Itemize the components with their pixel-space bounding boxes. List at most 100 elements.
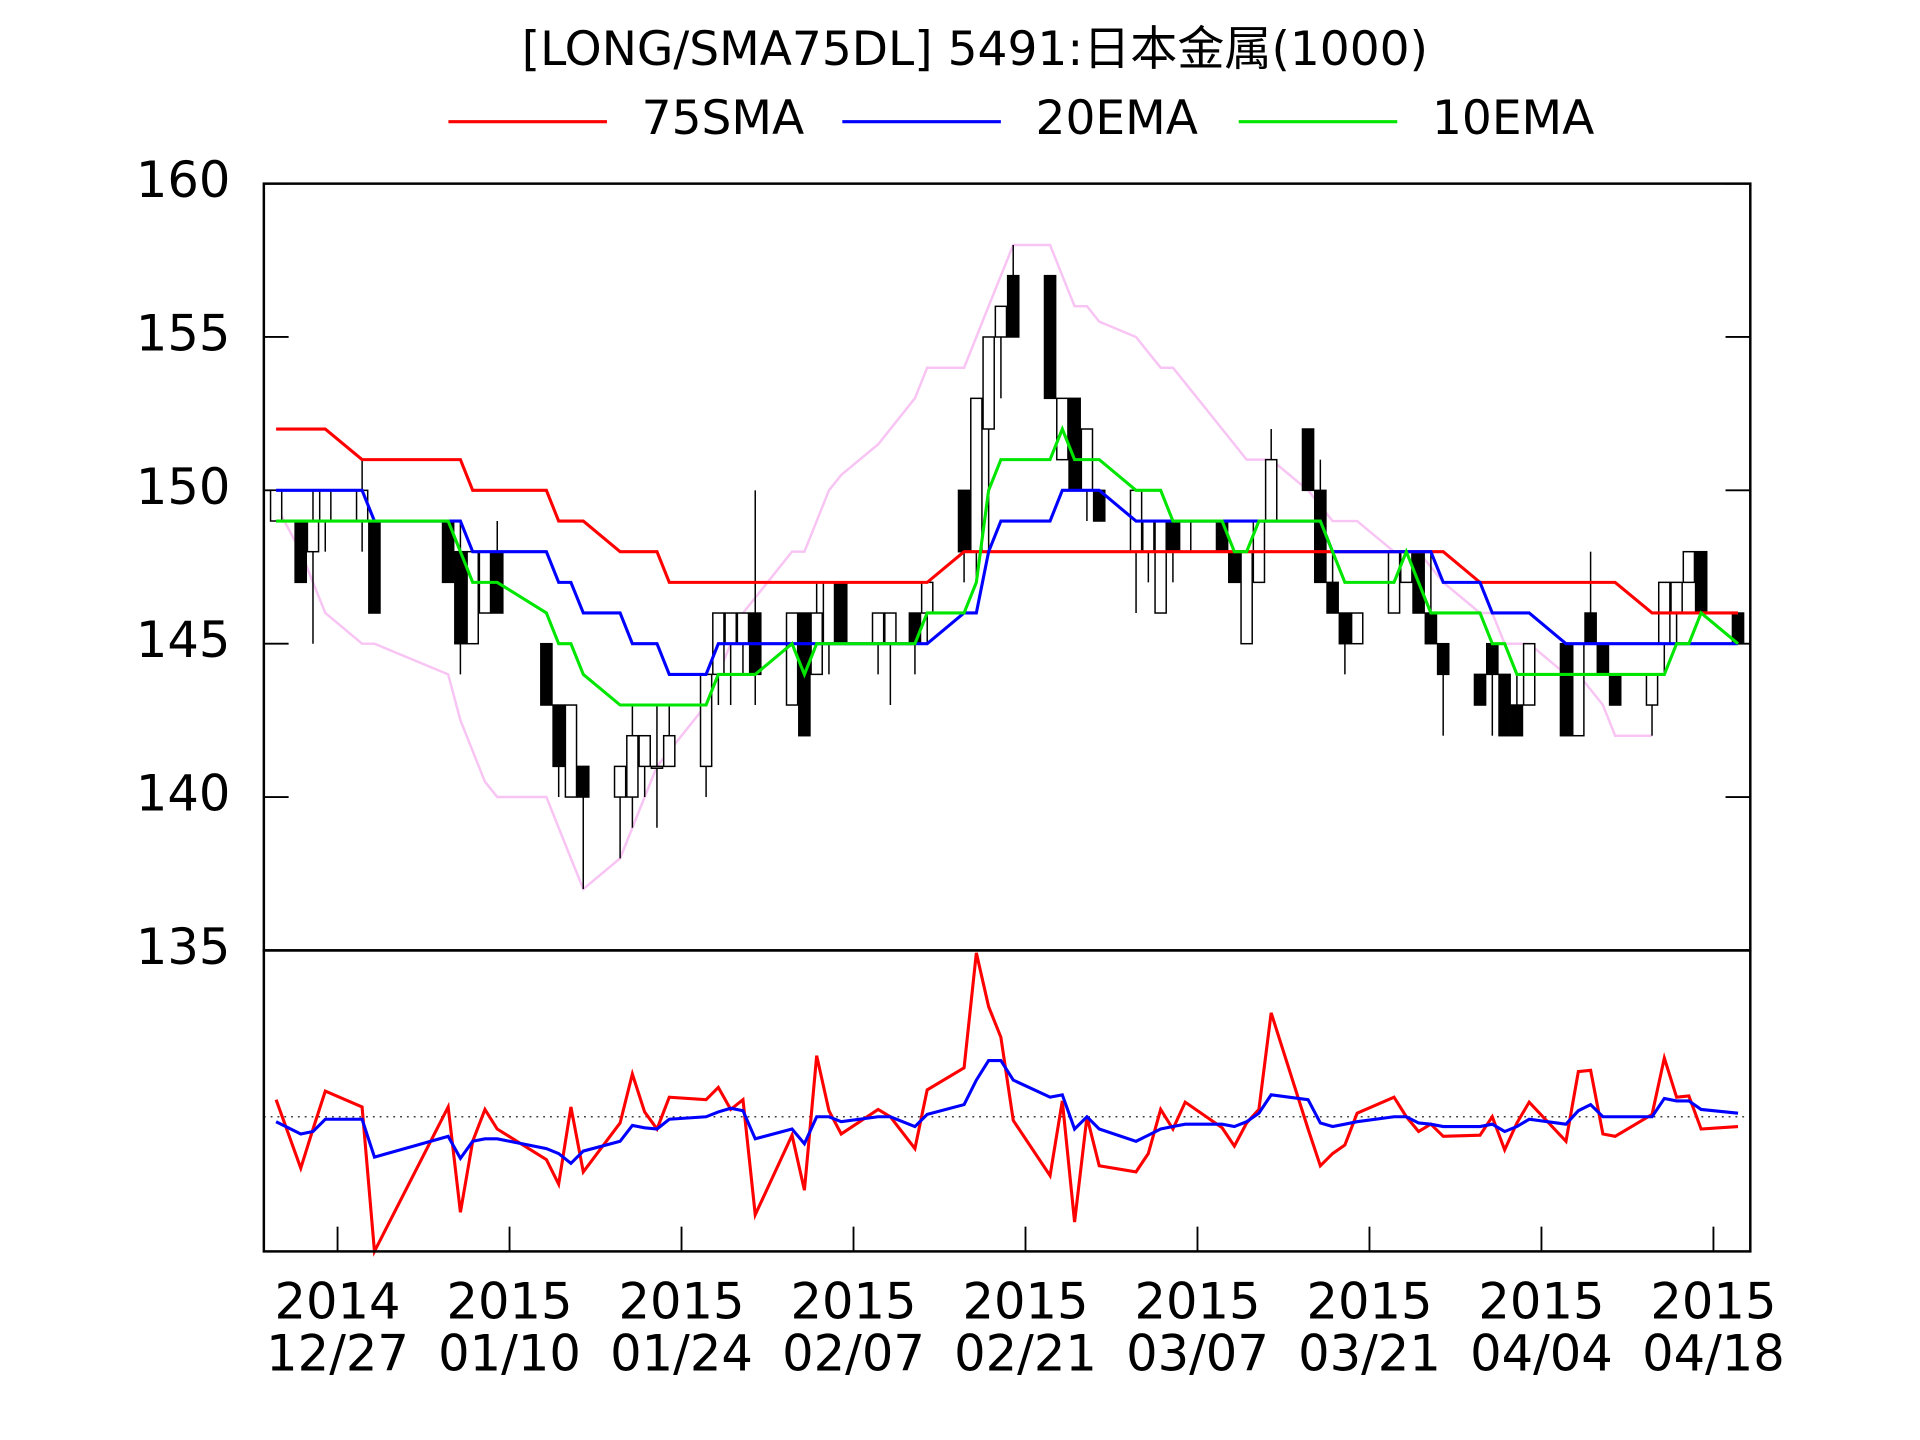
candle-body [1510, 704, 1524, 737]
x-tick-label: 2015 01/24 [610, 1272, 753, 1382]
candle-body [1043, 274, 1057, 400]
candle-body [540, 642, 553, 706]
candle-body [1314, 489, 1327, 584]
x-tick-label-line: 2015 [447, 1272, 573, 1330]
x-tick-label-line: 2015 [1478, 1272, 1604, 1330]
candle-body [294, 520, 308, 584]
candle-body [626, 734, 639, 798]
x-tick-label-line: 12/27 [266, 1324, 409, 1382]
legend-label: 20EMA [1036, 91, 1198, 146]
candle-body [957, 489, 971, 553]
candle-body [1215, 520, 1229, 553]
y-tick-label: 145 [136, 611, 231, 669]
candle-body [785, 612, 799, 706]
candle-body [576, 765, 590, 798]
candle-body [1154, 520, 1167, 614]
candle-body [1178, 520, 1192, 553]
x-tick-label-line: 2015 [1134, 1272, 1260, 1330]
candle-body [552, 704, 565, 768]
x-tick-label-line: 01/24 [610, 1324, 753, 1382]
x-tick-label-line: 2015 [962, 1272, 1088, 1330]
candle-body [970, 397, 983, 553]
candle-body [871, 612, 885, 645]
candle-body [1694, 550, 1708, 614]
candle-body [1166, 520, 1180, 553]
candle-body [1006, 274, 1020, 338]
x-tick-label-line: 01/10 [438, 1324, 581, 1382]
candle-body [1228, 550, 1241, 584]
x-tick-label: 2014 12/27 [266, 1272, 409, 1382]
x-tick-label-line: 2015 [1306, 1272, 1432, 1330]
candle-body [822, 581, 836, 645]
x-tick-label: 2015 02/21 [954, 1272, 1097, 1382]
x-tick-label-line: 04/18 [1642, 1324, 1785, 1382]
candle-body [1068, 397, 1081, 492]
series-line [275, 1058, 1739, 1166]
candle-body [994, 305, 1008, 338]
legend-label: 10EMA [1432, 91, 1594, 146]
candle-body [1326, 581, 1339, 614]
candle-body [1645, 673, 1659, 706]
candle-body [613, 765, 627, 798]
candle-body [1670, 581, 1683, 614]
plot-frame [262, 949, 1752, 1253]
candle-body [368, 520, 381, 614]
y-tick-label: 135 [136, 918, 231, 976]
candle-body [355, 489, 369, 522]
candle-body [736, 612, 750, 645]
candle-body [1473, 673, 1487, 706]
candle-body [1596, 642, 1610, 676]
candle-body [1301, 428, 1315, 492]
candle-body [318, 489, 332, 522]
series-line [274, 952, 1739, 1257]
candle-body [884, 612, 897, 645]
y-tick-label: 155 [136, 304, 231, 362]
x-tick-label-line: 2014 [275, 1272, 401, 1330]
x-tick-label-line: 2015 [618, 1272, 744, 1330]
candle-body [1584, 612, 1597, 645]
candle-body [306, 520, 320, 553]
candle-body [1264, 458, 1278, 522]
chart-title: [LONG/SMA75DL] 5491:日本金属(1000) [522, 22, 1428, 77]
candle-body [1608, 673, 1622, 706]
x-tick-label-line: 02/07 [782, 1324, 925, 1382]
x-tick-label-line: 04/04 [1470, 1324, 1613, 1382]
candle-body [1486, 642, 1499, 676]
candle-body [466, 550, 480, 645]
candle-body [1682, 550, 1696, 584]
candle-body [662, 734, 676, 768]
candle-body [564, 704, 578, 798]
x-tick-label-line: 02/21 [954, 1324, 1097, 1382]
x-tick-label: 2015 02/07 [782, 1272, 925, 1382]
x-tick-label: 2015 03/21 [1298, 1272, 1441, 1382]
series-line [275, 243, 1653, 892]
y-tick-label: 140 [136, 765, 231, 823]
x-tick-label: 2015 04/18 [1642, 1272, 1785, 1382]
candle-body [1400, 550, 1413, 584]
candle-body [650, 765, 664, 769]
candle-body [1338, 612, 1352, 645]
candle-body [1350, 612, 1364, 645]
x-tick-label-line: 2015 [1650, 1272, 1776, 1330]
candle-body [1571, 642, 1585, 737]
candle-body [1436, 642, 1450, 676]
candle-body [269, 489, 283, 522]
x-tick-label-line: 03/07 [1126, 1324, 1269, 1382]
x-tick-label-line: 2015 [790, 1272, 916, 1330]
x-tick-label: 2015 03/07 [1126, 1272, 1269, 1382]
candle-body [1498, 673, 1511, 737]
candle-body [908, 612, 922, 645]
candle-body [1424, 612, 1438, 645]
candle-body [1142, 520, 1155, 553]
series-line [276, 488, 1739, 676]
candle-body [1240, 550, 1253, 645]
series-line [276, 427, 1739, 615]
x-tick-label: 2015 04/04 [1470, 1272, 1613, 1382]
candle-body [638, 734, 651, 768]
candle-body [1559, 642, 1573, 737]
candle-body [920, 581, 934, 614]
candle-body [982, 336, 995, 430]
x-tick-label: 2015 01/10 [438, 1272, 581, 1382]
